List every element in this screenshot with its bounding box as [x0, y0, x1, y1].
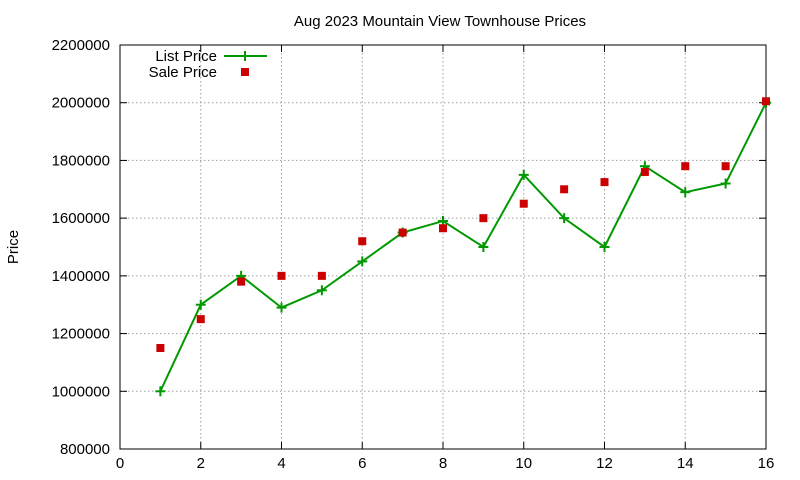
x-tick-label: 10 — [515, 455, 532, 472]
sale-price-point — [479, 214, 488, 223]
sale-price-point — [398, 228, 407, 237]
y-axis-label: Price — [5, 230, 22, 264]
sale-price-point — [600, 178, 609, 187]
list-price-point — [720, 178, 731, 189]
x-tick-label: 12 — [596, 455, 613, 472]
y-axis: 800000 1000000 1200000 1400000 1600000 180000… — [52, 37, 766, 458]
x-tick-label: 0 — [116, 455, 124, 472]
legend-plus-marker — [240, 51, 250, 61]
chart-title: Aug 2023 Mountain View Townhouse Prices — [294, 13, 586, 30]
list-price-point — [478, 242, 489, 252]
sale-price-point — [317, 271, 326, 280]
y-tick-label: 1800000 — [52, 152, 110, 169]
sale-price-point — [237, 277, 246, 286]
sale-price-point — [560, 185, 569, 194]
sale-price-point — [519, 199, 528, 208]
y-tick-label: 1200000 — [52, 326, 110, 343]
list-price-point — [316, 285, 327, 296]
series-sale-price — [156, 97, 770, 352]
list-price-line — [159, 102, 767, 392]
x-axis: 0 2 4 6 8 10 12 14 16 — [116, 45, 775, 472]
sale-price-point — [439, 224, 447, 233]
x-tick-label: 6 — [358, 455, 366, 472]
sale-price-point — [721, 162, 730, 171]
x-tick-label: 16 — [758, 455, 775, 472]
list-price-point — [357, 256, 368, 267]
list-price-point — [155, 386, 166, 397]
list-price-point — [680, 187, 691, 198]
grid — [120, 45, 766, 449]
legend-label: List Price — [155, 48, 217, 65]
sale-price-point — [156, 344, 165, 352]
series-list-price — [155, 97, 771, 397]
x-tick-label: 4 — [277, 455, 285, 472]
sale-price-point — [358, 237, 367, 246]
x-tick-label: 14 — [677, 455, 694, 472]
list-price-point — [276, 302, 287, 313]
sale-price-point — [277, 271, 286, 280]
sale-price-point — [681, 162, 690, 171]
list-price-point — [599, 242, 610, 252]
list-price-point — [195, 299, 206, 310]
x-tick-label: 2 — [197, 455, 205, 472]
list-price-point — [559, 213, 570, 224]
y-tick-label: 1600000 — [52, 210, 110, 227]
sale-price-point — [196, 315, 205, 324]
legend-label: Sale Price — [149, 64, 217, 81]
series-layer — [155, 97, 771, 397]
y-tick-label: 2200000 — [52, 37, 110, 54]
list-price-point — [518, 169, 529, 180]
y-tick-label: 1000000 — [52, 383, 110, 400]
y-tick-label: 800000 — [60, 441, 110, 458]
sale-price-point — [640, 167, 649, 176]
sale-price-point — [762, 97, 770, 106]
x-tick-label: 8 — [439, 455, 447, 472]
legend-square-marker — [241, 68, 249, 76]
y-tick-label: 1400000 — [52, 268, 110, 285]
y-tick-label: 2000000 — [52, 95, 110, 112]
